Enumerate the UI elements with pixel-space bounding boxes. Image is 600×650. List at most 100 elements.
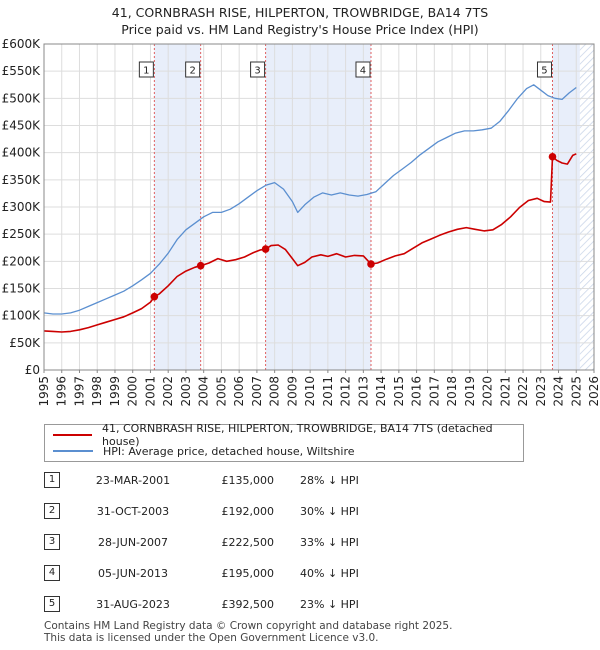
sale-number-box bbox=[355, 61, 371, 78]
sale-hpi-diff: 30% ↓ HPI bbox=[300, 505, 359, 518]
sale-hpi-diff: 33% ↓ HPI bbox=[300, 536, 359, 549]
y-tick-label: £600K bbox=[2, 37, 42, 51]
sale-number-badge: 5 bbox=[44, 596, 60, 612]
x-tick-label: 2009 bbox=[285, 376, 299, 407]
table-row: 2 31-OCT-2003 £192,000 30% ↓ HPI bbox=[44, 503, 584, 521]
sale-number-label: 3 bbox=[254, 66, 260, 77]
x-tick-label: 2026 bbox=[587, 376, 600, 407]
sale-price: £392,500 bbox=[221, 598, 275, 611]
legend-swatch-property bbox=[53, 434, 93, 436]
x-tick-label: 2001 bbox=[143, 376, 157, 407]
title-line-1: 41, CORNBRASH RISE, HILPERTON, TROWBRIDG… bbox=[111, 5, 489, 20]
sale-number-label: 1 bbox=[143, 66, 149, 77]
sale-number-box bbox=[185, 61, 201, 78]
sale-date: 31-AUG-2023 bbox=[96, 598, 170, 611]
title-line-2: Price paid vs. HM Land Registry's House … bbox=[121, 22, 479, 37]
y-tick-label: £0 bbox=[25, 363, 40, 377]
legend-item-property: 41, CORNBRASH RISE, HILPERTON, TROWBRIDG… bbox=[53, 422, 523, 448]
x-tick-label: 2025 bbox=[569, 376, 583, 407]
x-tick-label: 1997 bbox=[72, 376, 86, 407]
x-tick-label: 2023 bbox=[534, 376, 548, 407]
y-tick-label: £400K bbox=[2, 146, 42, 160]
plot-frame bbox=[43, 43, 595, 371]
x-tick-label: 1998 bbox=[90, 376, 104, 407]
y-tick-label: £200K bbox=[2, 254, 42, 268]
x-tick-label: 1996 bbox=[55, 376, 69, 407]
y-tick-label: £150K bbox=[2, 282, 42, 296]
x-tick-label: 2015 bbox=[392, 376, 406, 407]
y-tick-label: £450K bbox=[2, 119, 42, 133]
x-tick-label: 2006 bbox=[232, 376, 246, 407]
sale-number-box bbox=[250, 61, 266, 78]
y-tick-label: £550K bbox=[2, 64, 42, 78]
sale-date: 31-OCT-2003 bbox=[96, 505, 170, 518]
legend-swatch-hpi bbox=[53, 450, 93, 452]
sale-point bbox=[150, 292, 159, 301]
table-row: 1 23-MAR-2001 £135,000 28% ↓ HPI bbox=[44, 472, 584, 490]
x-tick-label: 2004 bbox=[197, 376, 211, 407]
footer-attribution: Contains HM Land Registry data © Crown c… bbox=[44, 620, 452, 644]
x-tick-label: 2005 bbox=[214, 376, 228, 407]
x-tick-label: 2020 bbox=[481, 376, 495, 407]
sale-number-label: 4 bbox=[360, 66, 366, 77]
x-tick-label: 2021 bbox=[498, 376, 512, 407]
x-tick-label: 2002 bbox=[161, 376, 175, 407]
footer-line-2: This data is licensed under the Open Gov… bbox=[44, 632, 379, 644]
sale-number-box bbox=[138, 61, 154, 78]
x-tick-label: 2011 bbox=[321, 376, 335, 407]
y-tick-label: £500K bbox=[2, 91, 42, 105]
legend-label-property: 41, CORNBRASH RISE, HILPERTON, TROWBRIDG… bbox=[102, 422, 493, 448]
sale-date: 23-MAR-2001 bbox=[95, 474, 171, 487]
sale-point bbox=[367, 260, 375, 268]
legend-label-hpi: HPI: Average price, detached house, Wilt… bbox=[103, 444, 355, 458]
chart-title: 41, CORNBRASH RISE, HILPERTON, TROWBRIDG… bbox=[0, 4, 600, 38]
legend: 41, CORNBRASH RISE, HILPERTON, TROWBRIDG… bbox=[44, 422, 524, 462]
y-tick-label: £50K bbox=[9, 336, 41, 350]
sale-number-badge: 4 bbox=[44, 565, 60, 581]
x-tick-label: 2008 bbox=[268, 376, 282, 407]
table-row: 3 28-JUN-2007 £222,500 33% ↓ HPI bbox=[44, 534, 584, 552]
price-chart: 1 2 3 4 5 £0 £50K £100K £150K £200K £250K £300K £35… bbox=[2, 37, 600, 407]
sale-hpi-diff: 23% ↓ HPI bbox=[300, 598, 359, 611]
x-tick-label: 2016 bbox=[410, 376, 424, 407]
sale-number-badge: 1 bbox=[44, 472, 60, 488]
x-tick-label: 1995 bbox=[37, 376, 51, 407]
y-tick-label: £350K bbox=[2, 173, 42, 187]
sale-hpi-diff: 28% ↓ HPI bbox=[300, 474, 359, 487]
sale-point bbox=[261, 245, 270, 253]
x-tick-label: 2007 bbox=[250, 376, 264, 407]
x-tick-label: 2014 bbox=[374, 376, 388, 407]
x-tick-label: 2017 bbox=[427, 376, 441, 407]
sale-price: £192,000 bbox=[221, 505, 275, 518]
sale-number-badge: 3 bbox=[44, 534, 60, 550]
x-tick-label: 2010 bbox=[303, 376, 317, 407]
sale-price: £135,000 bbox=[221, 474, 275, 487]
sale-number-box bbox=[536, 61, 552, 78]
sale-point bbox=[548, 152, 557, 161]
property-price-line bbox=[43, 153, 577, 333]
sale-price: £222,500 bbox=[221, 536, 275, 549]
y-tick-label: £100K bbox=[2, 309, 42, 323]
x-tick-label: 2019 bbox=[463, 376, 477, 407]
x-tick-label: 2012 bbox=[339, 376, 353, 407]
sale-number-label: 2 bbox=[189, 66, 195, 77]
sale-number-badge: 2 bbox=[44, 503, 60, 519]
x-tick-label: 2018 bbox=[445, 376, 459, 407]
x-tick-label: 2003 bbox=[179, 376, 193, 407]
y-tick-label: £250K bbox=[2, 227, 42, 241]
sale-point bbox=[196, 261, 205, 270]
legend-item-hpi: HPI: Average price, detached house, Wilt… bbox=[53, 443, 355, 459]
table-row: 4 05-JUN-2013 £195,000 40% ↓ HPI bbox=[44, 565, 584, 583]
x-tick-label: 2000 bbox=[126, 376, 140, 407]
sale-number-label: 5 bbox=[541, 66, 547, 77]
sale-hpi-diff: 40% ↓ HPI bbox=[300, 567, 359, 580]
sale-price: £195,000 bbox=[221, 567, 275, 580]
sale-date: 28-JUN-2007 bbox=[97, 536, 169, 549]
footer-line-1: Contains HM Land Registry data © Crown c… bbox=[44, 620, 453, 632]
table-row: 5 31-AUG-2023 £392,500 23% ↓ HPI bbox=[44, 596, 584, 614]
x-tick-label: 2022 bbox=[516, 376, 530, 407]
hpi-line bbox=[43, 84, 577, 315]
x-tick-label: 2013 bbox=[356, 376, 370, 407]
x-tick-label: 1999 bbox=[108, 376, 122, 407]
y-tick-label: £300K bbox=[2, 200, 42, 214]
